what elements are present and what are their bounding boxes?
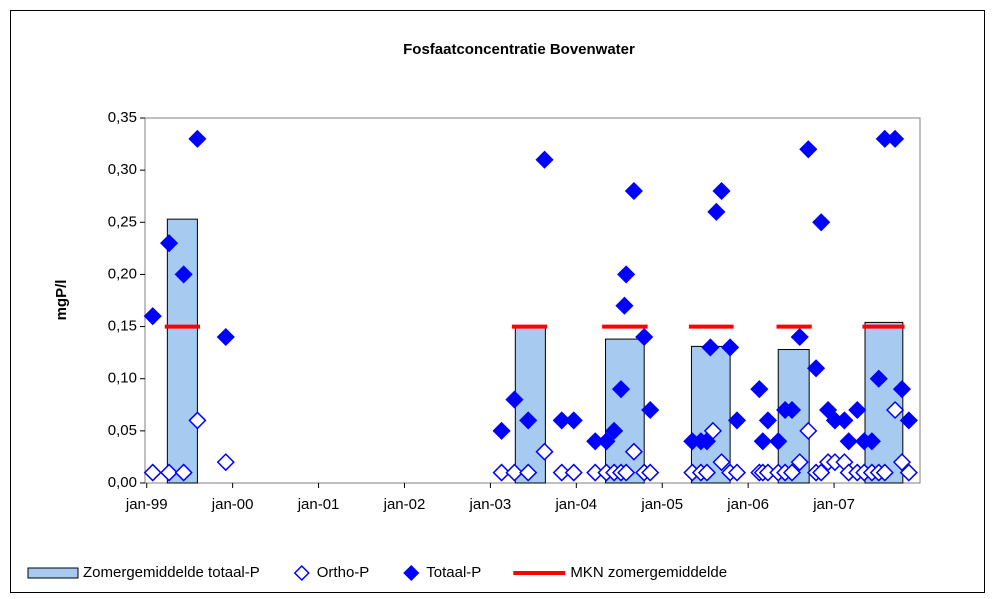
- point: [552, 411, 571, 430]
- point: [615, 296, 634, 315]
- point: [159, 463, 179, 482]
- point: [519, 463, 538, 482]
- point: [597, 432, 616, 451]
- legend-label: Zomergemiddelde totaal-P: [83, 564, 260, 581]
- point: [188, 411, 207, 430]
- point: [188, 129, 207, 148]
- legend-label: Totaal-P: [426, 564, 481, 581]
- point: [617, 463, 636, 482]
- point: [143, 463, 162, 482]
- point: [819, 400, 838, 420]
- point: [564, 463, 583, 482]
- point: [641, 400, 660, 420]
- point: [875, 463, 894, 482]
- legend-label: MKN zomergemiddelde: [570, 564, 727, 581]
- point: [624, 442, 643, 461]
- point: [806, 359, 826, 378]
- bar: [605, 338, 645, 484]
- point: [564, 411, 583, 430]
- y-axis-label: mgP/l: [53, 280, 70, 321]
- y-tick-label: 0,05: [108, 422, 137, 439]
- point: [611, 380, 631, 399]
- y-tick-label: 0,35: [108, 109, 137, 126]
- point: [159, 234, 179, 253]
- point: [617, 265, 636, 284]
- point: [899, 463, 918, 482]
- point: [605, 421, 624, 440]
- point: [750, 380, 769, 399]
- point: [707, 202, 726, 221]
- point: [216, 327, 235, 347]
- y-tick-label: 0,25: [108, 213, 137, 230]
- point: [812, 463, 831, 482]
- point: [535, 150, 554, 169]
- point: [697, 432, 716, 451]
- point: [753, 432, 772, 451]
- point: [712, 453, 731, 472]
- point: [552, 463, 571, 482]
- point: [799, 421, 818, 440]
- point: [862, 432, 881, 451]
- point: [812, 213, 831, 232]
- x-tick-label: jan-02: [383, 496, 426, 513]
- point: [701, 338, 720, 357]
- point: [505, 463, 524, 482]
- point: [712, 181, 731, 201]
- legend-label: Ortho-P: [317, 564, 370, 581]
- point: [892, 453, 912, 472]
- point: [869, 369, 888, 388]
- point: [839, 432, 858, 451]
- point: [835, 411, 854, 430]
- point: [727, 463, 747, 482]
- x-tick-label: jan-00: [211, 496, 254, 513]
- y-tick-label: 0,20: [108, 265, 137, 282]
- point: [535, 442, 554, 461]
- point: [848, 400, 867, 420]
- x-tick-label: jan-07: [812, 496, 855, 513]
- point: [624, 181, 643, 201]
- point: [492, 421, 511, 440]
- point: [782, 463, 802, 482]
- y-tick-label: 0,10: [108, 370, 137, 387]
- x-tick-label: jan-03: [469, 496, 512, 513]
- y-tick-label: 0,00: [108, 474, 137, 491]
- point: [174, 265, 193, 284]
- x-tick-label: jan-05: [640, 496, 683, 513]
- point: [727, 411, 747, 430]
- point: [790, 453, 809, 472]
- point: [641, 463, 660, 482]
- x-tick-label: jan-04: [554, 496, 597, 513]
- point: [721, 338, 740, 357]
- point: [492, 463, 511, 482]
- legend-swatch: [403, 564, 420, 582]
- x-tick-label: jan-99: [125, 496, 168, 513]
- bar: [166, 218, 198, 484]
- legend-swatch: [27, 567, 79, 579]
- point: [782, 400, 802, 420]
- point: [174, 463, 193, 482]
- point: [143, 307, 162, 326]
- point: [769, 432, 788, 451]
- legend-swatch: [293, 564, 310, 582]
- y-tick-label: 0,30: [108, 161, 137, 178]
- chart-title: Fosfaatconcentratie Bovenwater: [403, 41, 635, 58]
- x-tick-label: jan-06: [726, 496, 769, 513]
- x-tick-label: jan-01: [297, 496, 340, 513]
- point: [635, 327, 654, 347]
- point: [886, 129, 905, 148]
- y-tick-label: 0,15: [108, 318, 137, 335]
- point: [899, 411, 918, 430]
- point: [886, 400, 905, 420]
- point: [519, 411, 538, 430]
- point: [892, 380, 912, 399]
- point: [790, 327, 809, 347]
- point: [505, 390, 524, 409]
- bar: [514, 326, 546, 484]
- point: [799, 140, 818, 159]
- point: [216, 453, 235, 472]
- point: [697, 463, 716, 482]
- point: [758, 411, 777, 430]
